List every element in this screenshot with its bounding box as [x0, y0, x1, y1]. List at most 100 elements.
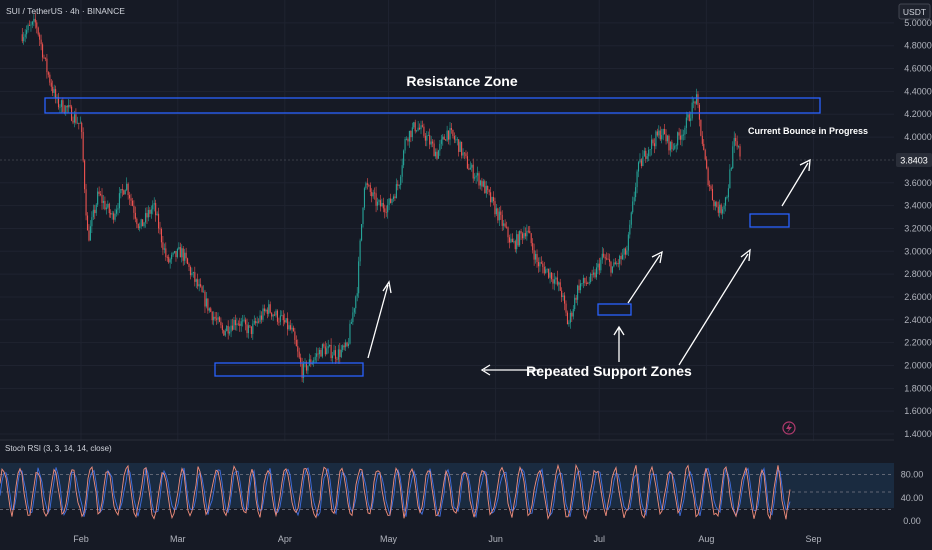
arrow-apr-up [367, 280, 392, 359]
indicator-label[interactable]: Stoch RSI (3, 3, 14, 14, close) [5, 444, 112, 453]
candle-body [189, 266, 192, 276]
candle-body [555, 277, 557, 280]
candle-body [606, 258, 608, 260]
candle-body [561, 290, 563, 298]
candle-body [616, 263, 618, 265]
y-tick-label: 2.8000 [904, 269, 932, 279]
candle-body [275, 310, 277, 316]
candle-body [506, 226, 508, 228]
candle-body [43, 57, 45, 59]
candle-body [485, 185, 487, 194]
candle-body [110, 213, 112, 215]
candle-body [284, 320, 286, 323]
candle-body [289, 325, 292, 330]
candle-body [62, 100, 64, 112]
arrow-bounce [781, 158, 811, 207]
candle-body [36, 22, 38, 28]
resistance-zone-box [44, 97, 821, 114]
arrow-to-aug-support [678, 248, 751, 366]
candle-body [31, 21, 33, 25]
candle-body [334, 350, 337, 359]
candle-body [165, 248, 167, 258]
candle-body [565, 303, 567, 313]
y-tick-label: 5.0000 [904, 18, 932, 28]
candle-body [501, 214, 503, 226]
candle-body [318, 349, 321, 355]
candle-body [376, 201, 379, 206]
candle-body [33, 18, 35, 22]
candle-body [449, 128, 451, 140]
candle-body [231, 325, 234, 330]
candle-body [356, 293, 358, 297]
candle-body [101, 194, 103, 203]
candle-body [144, 213, 147, 223]
candle-body [424, 135, 426, 141]
candle-body [519, 230, 521, 246]
candle-body [392, 196, 395, 200]
candle-body [237, 323, 239, 325]
candle-body [568, 322, 570, 325]
candle-body [579, 283, 582, 291]
candle-body [76, 122, 78, 124]
candle-body [669, 141, 671, 151]
candle-body [433, 143, 435, 157]
candle-body [300, 357, 302, 364]
candle-body [366, 183, 368, 185]
candle-body [649, 149, 651, 150]
candle-body [533, 250, 535, 260]
candle-body [263, 308, 265, 312]
candle-body [700, 119, 702, 136]
candle-body [88, 230, 90, 241]
symbol-title[interactable]: SUI / TetherUS · 4h · BINANCE [6, 6, 125, 16]
candle-body [382, 202, 384, 209]
candle-body [130, 198, 132, 201]
lightning-bolt-icon[interactable] [782, 421, 796, 435]
candle-body [477, 173, 479, 176]
candle-body [118, 193, 120, 209]
candle-body [726, 197, 728, 198]
candle-body [57, 96, 60, 108]
candle-body [674, 145, 676, 149]
candle-body [220, 321, 222, 326]
candle-body [340, 349, 342, 358]
candle-body [553, 279, 555, 284]
candle-body [368, 184, 370, 186]
candle-body [285, 318, 287, 323]
price-axis[interactable] [894, 0, 932, 550]
candle-body [575, 297, 577, 300]
candle-body [365, 183, 367, 189]
candle-body [115, 209, 118, 214]
candle-body [298, 351, 300, 358]
candle-body [317, 353, 319, 355]
candle-body [100, 193, 102, 195]
candle-body [84, 160, 86, 190]
candle-body [239, 323, 241, 326]
candle-body [672, 148, 674, 150]
candle-body [78, 122, 80, 124]
candle-body [564, 295, 566, 304]
stoch-rsi-layer [0, 463, 894, 521]
candle-body [314, 356, 316, 361]
candle-body [471, 164, 473, 168]
candle-body [736, 141, 738, 147]
candle-body [458, 139, 460, 152]
candle-body [236, 323, 238, 326]
candle-body [475, 175, 477, 178]
arrow-to-jun-support [613, 325, 625, 362]
candle-body [427, 135, 429, 136]
candle-body [626, 250, 628, 255]
candle-body [85, 189, 87, 216]
candle-body [701, 135, 703, 144]
candle-body [34, 18, 36, 23]
candle-body [259, 315, 261, 322]
candle-body [664, 128, 666, 135]
candle-body [240, 321, 242, 326]
candle-body [539, 262, 541, 267]
candle-body [482, 181, 484, 187]
candle-body [545, 269, 547, 274]
grid [0, 0, 894, 526]
currency-badge[interactable] [898, 3, 931, 20]
candle-body [345, 342, 347, 348]
candle-body [326, 348, 328, 355]
